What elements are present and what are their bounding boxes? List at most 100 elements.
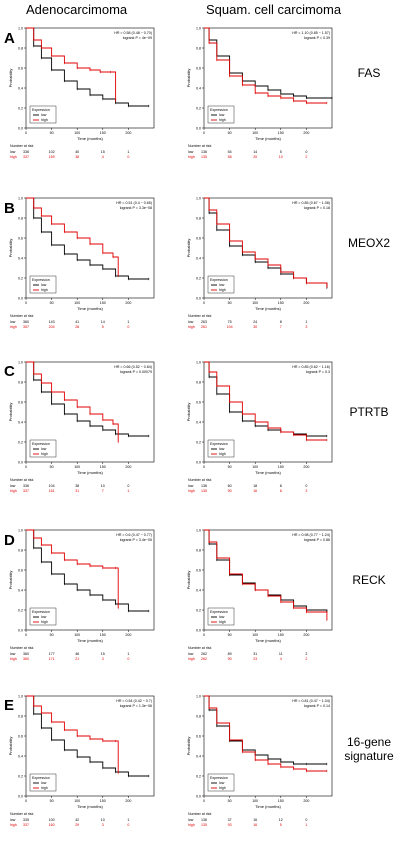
legend-box [29, 607, 57, 626]
plot-frame [203, 529, 333, 631]
legend-title: Expression [32, 776, 50, 780]
survival-curve-high [26, 197, 119, 276]
risk-count: 3 [102, 657, 104, 661]
risk-count: 8 [280, 489, 282, 493]
legend-label-low: low [219, 113, 225, 117]
x-tick-label: 150 [100, 633, 106, 637]
risk-group-label: high [188, 657, 195, 661]
x-tick-label: 200 [303, 633, 309, 637]
x-tick-label: 0 [25, 633, 27, 637]
y-axis-label: Probability [186, 239, 191, 258]
y-tick-label: 0.8 [196, 216, 201, 220]
risk-count: 7 [280, 325, 282, 329]
risk-group-label: high [188, 325, 195, 329]
x-axis-label: Time (months) [255, 306, 281, 311]
y-tick-label: 0.0 [196, 460, 201, 464]
legend-label-high: high [41, 452, 48, 456]
risk-count: 360 [23, 652, 29, 656]
x-axis-label: Time (months) [77, 306, 103, 311]
number-at-risk-header: Number at risk [10, 144, 34, 148]
x-tick-label: 100 [252, 301, 258, 305]
risk-count: 136 [201, 484, 207, 488]
y-tick-label: 1.0 [18, 196, 23, 200]
x-tick-label: 50 [50, 633, 54, 637]
y-axis-label: Probability [186, 403, 191, 422]
y-tick-label: 0.2 [18, 774, 23, 778]
y-tick-label: 0.0 [196, 794, 201, 798]
risk-count: 262 [201, 652, 207, 656]
x-tick-label: 200 [125, 799, 131, 803]
y-tick-label: 0.2 [18, 106, 23, 110]
x-tick-label: 200 [125, 465, 131, 469]
y-axis-label: Probability [186, 69, 191, 88]
risk-count: 5 [280, 150, 282, 154]
legend-label-low: low [41, 447, 47, 451]
hazard-ratio-text: HR = 1.10 (0.85 − 1.57) [292, 31, 330, 35]
risk-count: 89 [228, 652, 232, 656]
y-tick-label: 0.4 [18, 754, 23, 758]
survival-curve-low [26, 197, 149, 280]
x-axis-label: Time (months) [77, 136, 103, 141]
risk-count: 104 [49, 484, 55, 488]
legend-title: Expression [210, 610, 228, 614]
risk-count: 143 [49, 320, 55, 324]
risk-count: 42 [75, 818, 79, 822]
y-tick-label: 0.4 [18, 420, 23, 424]
legend-label-low: low [219, 781, 225, 785]
y-tick-label: 1.0 [18, 528, 23, 532]
y-tick-label: 0.6 [196, 66, 201, 70]
risk-count: 29 [75, 823, 79, 827]
risk-count: 360 [23, 657, 29, 661]
legend-label-high: high [219, 118, 226, 122]
risk-count: 337 [23, 155, 29, 159]
risk-group-label: high [10, 657, 17, 661]
legend-box [29, 275, 57, 294]
y-tick-label: 0.8 [196, 380, 201, 384]
y-tick-label: 0.4 [196, 420, 201, 424]
column-title-adenocarcinoma: Adenocarcimoma [26, 2, 128, 17]
legend-label-high: high [41, 118, 48, 122]
risk-count: 159 [49, 155, 55, 159]
x-tick-label: 150 [278, 465, 284, 469]
logrank-p-text: logrank P = 4e−09 [123, 36, 152, 40]
legend-label-high: high [219, 786, 226, 790]
plot-frame [203, 197, 333, 299]
risk-count: 2 [305, 652, 307, 656]
y-tick-label: 0.2 [18, 276, 23, 280]
survival-curve-high [204, 529, 328, 620]
risk-count: 160 [49, 823, 55, 827]
risk-group-label: low [188, 484, 194, 488]
risk-count: 1 [127, 489, 129, 493]
legend-box [207, 105, 235, 124]
x-tick-label: 200 [303, 465, 309, 469]
x-axis-label: Time (months) [255, 804, 281, 809]
risk-group-label: low [188, 652, 194, 656]
legend-label-low: low [41, 781, 47, 785]
logrank-p-text: logrank P = 0.00079 [120, 370, 152, 374]
number-at-risk-header: Number at risk [10, 478, 34, 482]
gene-label-16-gene-signature: 16-gene signature [344, 735, 394, 763]
gene-label-meox2: MEOX2 [347, 236, 390, 250]
risk-count: 0 [305, 484, 307, 488]
y-tick-label: 0.8 [18, 380, 23, 384]
risk-count: 261 [201, 325, 207, 329]
y-tick-label: 0.8 [196, 548, 201, 552]
risk-count: 177 [49, 652, 55, 656]
x-tick-label: 100 [74, 301, 80, 305]
risk-count: 40 [75, 150, 79, 154]
x-tick-label: 50 [50, 465, 54, 469]
logrank-p-text: logrank P = 0.86 [304, 538, 330, 542]
y-tick-label: 0.6 [18, 66, 23, 70]
gene-label-reck: RECK [352, 573, 386, 587]
y-tick-label: 0.8 [196, 714, 201, 718]
hazard-ratio-text: HR = 0.66 (0.52 − 0.84) [114, 365, 152, 369]
x-axis-label: Time (months) [77, 804, 103, 809]
legend-title: Expression [210, 108, 228, 112]
x-tick-label: 50 [228, 465, 232, 469]
column-title-squamous: Squam. cell carcimoma [206, 2, 342, 17]
plot-frame [25, 529, 155, 631]
y-tick-label: 1.0 [18, 360, 23, 364]
